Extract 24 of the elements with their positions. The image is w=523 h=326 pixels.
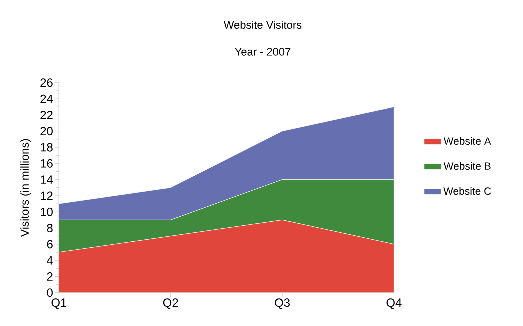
y-tick-label: 16 xyxy=(41,159,53,168)
legend-label: Website C xyxy=(444,187,492,196)
y-tick-label: 24 xyxy=(40,94,54,104)
y-tick-label: 8 xyxy=(47,224,53,232)
y-tick-label: 10 xyxy=(41,208,53,216)
x-tick-label: Q2 xyxy=(163,298,178,310)
x-tick-label: Q3 xyxy=(275,298,290,310)
y-tick-label: 0 xyxy=(47,288,53,298)
y-tick-label: 12 xyxy=(41,192,53,200)
y-tick-label: 4 xyxy=(47,256,54,265)
y-tick-label: 2 xyxy=(47,272,53,281)
y-axis-title: Visitors (in millions) xyxy=(20,139,32,238)
y-tick-label: 6 xyxy=(47,240,53,249)
chart-subtitle: Year - 2007 xyxy=(235,48,291,56)
x-tick-label: Q1 xyxy=(52,298,67,310)
legend-label: Website B xyxy=(444,162,491,170)
y-tick-label: 20 xyxy=(40,127,53,136)
legend-label: Website A xyxy=(444,137,492,146)
chart-title: Website Visitors xyxy=(224,20,302,30)
y-tick-label: 18 xyxy=(41,143,53,152)
y-tick-label: 22 xyxy=(40,111,53,120)
y-tick-label: 14 xyxy=(41,176,54,184)
x-tick-label: Q4 xyxy=(386,298,402,310)
y-tick-label: 26 xyxy=(40,78,53,88)
